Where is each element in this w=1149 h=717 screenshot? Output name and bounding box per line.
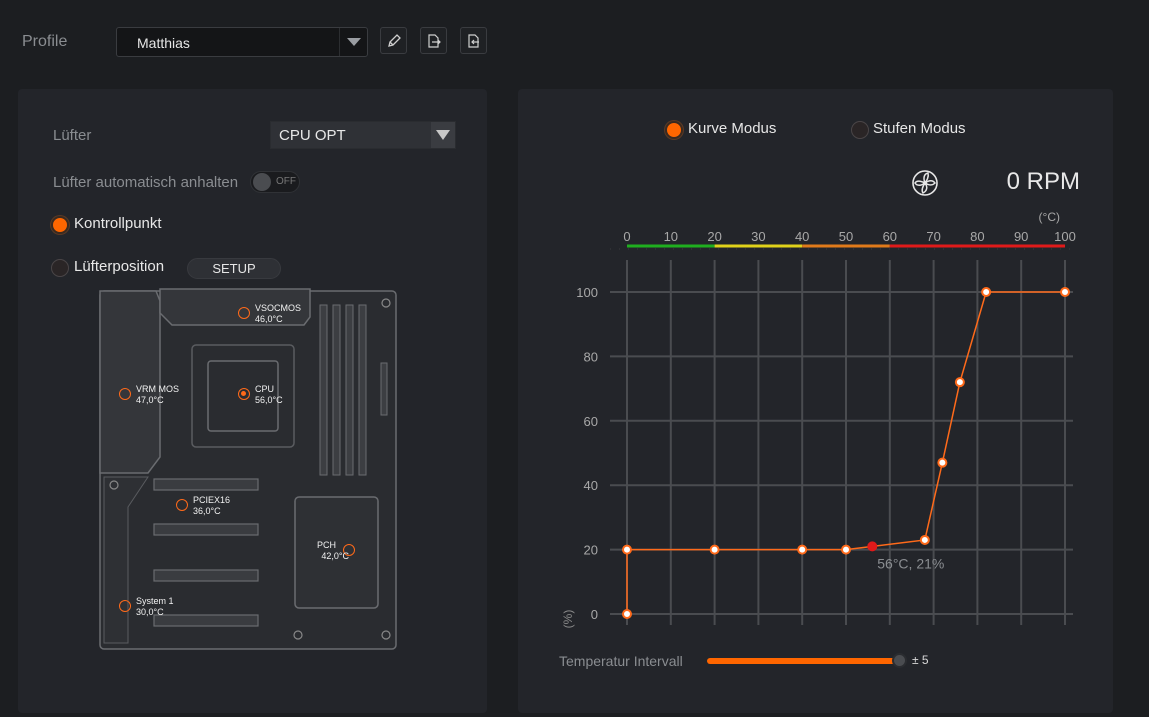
motherboard-diagram bbox=[99, 288, 397, 650]
export-icon bbox=[427, 33, 441, 48]
curve-point[interactable] bbox=[937, 457, 948, 468]
auto-stop-label: Lüfter automatisch anhalten bbox=[53, 174, 239, 191]
sensor-system1-dot[interactable] bbox=[119, 600, 131, 612]
import-icon bbox=[467, 33, 479, 48]
y-tick-label: 80 bbox=[584, 349, 598, 364]
y-tick-label: 40 bbox=[584, 478, 598, 493]
sensor-system1: System 1 30,0°C bbox=[136, 596, 174, 618]
fan-curve-panel bbox=[518, 89, 1113, 713]
curve-point[interactable] bbox=[919, 534, 930, 545]
setup-button[interactable]: SETUP bbox=[187, 258, 281, 279]
curve-point[interactable] bbox=[797, 544, 808, 555]
fan-select-value: CPU OPT bbox=[279, 127, 346, 144]
toggle-state: OFF bbox=[276, 176, 296, 187]
sensor-temp: 36,0°C bbox=[193, 506, 221, 516]
edit-profile-button[interactable] bbox=[380, 27, 407, 54]
fan-position-label: Lüfterposition bbox=[74, 258, 165, 275]
sensor-vrm-mos-dot[interactable] bbox=[119, 388, 131, 400]
x-tick-label: 90 bbox=[1014, 229, 1028, 244]
control-point-radio[interactable] bbox=[51, 216, 69, 234]
x-tick-label: 80 bbox=[970, 229, 984, 244]
sensor-name: System 1 bbox=[136, 596, 174, 606]
sensor-pciex16: PCIEX16 36,0°C bbox=[193, 495, 230, 517]
temperature-interval-value: ± 5 bbox=[912, 653, 929, 667]
x-tick-label: 60 bbox=[883, 229, 897, 244]
sensor-cpu-dot[interactable] bbox=[238, 388, 250, 400]
x-tick-label: 10 bbox=[664, 229, 678, 244]
x-tick-label: 30 bbox=[751, 229, 765, 244]
sensor-temp: 42,0°C bbox=[321, 551, 350, 561]
sensor-vsocmos: VSOCMOS 46,0°C bbox=[255, 303, 301, 325]
temperature-interval-slider-handle[interactable] bbox=[892, 653, 907, 668]
curve-point[interactable] bbox=[709, 544, 720, 555]
sensor-name: VRM MOS bbox=[136, 384, 180, 394]
x-axis-label: (°C) bbox=[1039, 210, 1060, 224]
edit-icon bbox=[387, 33, 401, 47]
export-profile-button[interactable] bbox=[420, 27, 447, 54]
x-tick-label: 40 bbox=[795, 229, 809, 244]
fan-curve-line bbox=[626, 291, 1065, 614]
sensor-temp: 56,0°C bbox=[255, 395, 283, 405]
profile-label: Profile bbox=[22, 33, 68, 50]
rpm-readout: 0 RPM bbox=[1006, 168, 1080, 195]
fan-position-radio[interactable] bbox=[51, 259, 69, 277]
fan-curve-chart[interactable]: 0 10 20 30 40 50 60 70 80 90 100 (°C) 0 20 40 60 80 100 (%… bbox=[550, 205, 1090, 635]
y-tick-label: 100 bbox=[576, 285, 598, 300]
current-point-marker bbox=[867, 541, 878, 552]
curve-point[interactable] bbox=[622, 609, 632, 619]
sensor-name: PCIEX16 bbox=[193, 495, 231, 505]
x-tick-label: 70 bbox=[926, 229, 940, 244]
sensor-vsocmos-dot[interactable] bbox=[238, 307, 250, 319]
x-tick-label: 20 bbox=[707, 229, 721, 244]
y-axis-label: (%) bbox=[561, 610, 575, 629]
fan-icon bbox=[912, 170, 938, 196]
y-tick-label: 60 bbox=[584, 414, 598, 429]
fan-select[interactable]: CPU OPT bbox=[270, 121, 456, 149]
import-profile-button[interactable] bbox=[460, 27, 487, 54]
curve-mode-label: Kurve Modus bbox=[688, 120, 777, 137]
sensor-pch: PCH 42,0°C bbox=[317, 540, 349, 562]
sensor-pch-dot[interactable] bbox=[343, 544, 355, 556]
curve-point[interactable] bbox=[622, 544, 632, 555]
toggle-knob bbox=[253, 173, 271, 191]
temperature-interval-slider[interactable] bbox=[707, 658, 900, 664]
profile-value: Matthias bbox=[137, 35, 190, 51]
chevron-down-icon[interactable] bbox=[431, 122, 455, 148]
profile-select[interactable]: Matthias bbox=[116, 27, 368, 57]
y-tick-label: 20 bbox=[584, 543, 598, 558]
control-point-label: Kontrollpunkt bbox=[74, 215, 162, 232]
sensor-temp: 30,0°C bbox=[136, 607, 164, 617]
sensor-name: VSOCMOS bbox=[255, 303, 302, 313]
sensor-vrm-mos: VRM MOS 47,0°C bbox=[136, 384, 179, 406]
fan-label: Lüfter bbox=[53, 127, 92, 144]
curve-point[interactable] bbox=[841, 544, 851, 555]
curve-point[interactable] bbox=[1060, 287, 1070, 297]
sensor-pciex16-dot[interactable] bbox=[176, 499, 188, 511]
x-tick-label: 50 bbox=[839, 229, 853, 244]
curve-point[interactable] bbox=[954, 377, 965, 388]
sensor-temp: 47,0°C bbox=[136, 395, 164, 405]
current-point-label: 56°C, 21% bbox=[877, 555, 944, 571]
y-tick-label: 0 bbox=[591, 607, 598, 622]
curve-mode-radio[interactable] bbox=[665, 121, 683, 139]
temperature-interval-label: Temperatur Intervall bbox=[559, 653, 683, 669]
x-tick-label: 0 bbox=[623, 229, 630, 244]
auto-stop-toggle[interactable]: OFF bbox=[250, 171, 300, 193]
x-tick-label: 100 bbox=[1054, 229, 1076, 244]
sensor-name: CPU bbox=[255, 384, 275, 394]
chevron-down-icon[interactable] bbox=[339, 28, 367, 56]
curve-point[interactable] bbox=[981, 287, 992, 297]
sensor-cpu: CPU 56,0°C bbox=[255, 384, 283, 406]
step-mode-label: Stufen Modus bbox=[873, 120, 966, 137]
step-mode-radio[interactable] bbox=[851, 121, 869, 139]
sensor-name: PCH bbox=[317, 540, 337, 550]
sensor-temp: 46,0°C bbox=[255, 314, 283, 324]
